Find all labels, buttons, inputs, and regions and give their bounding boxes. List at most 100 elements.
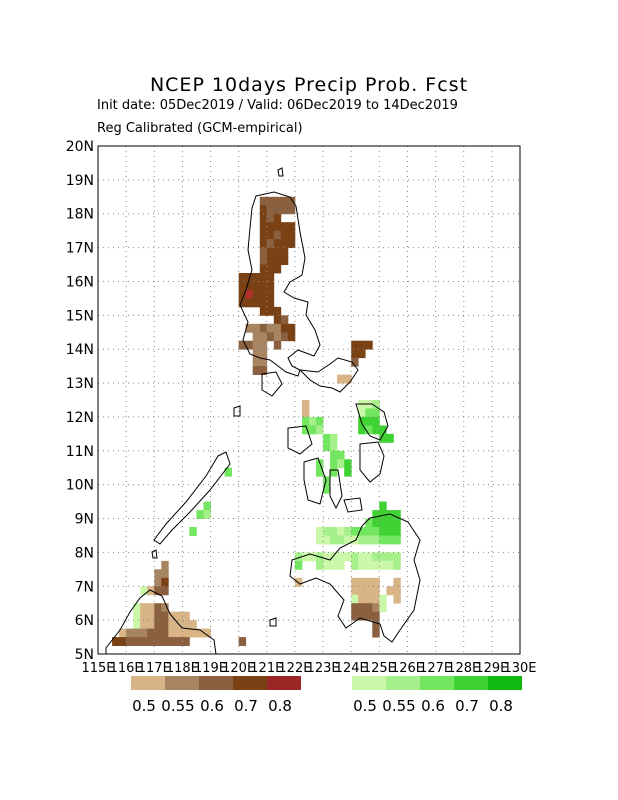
- probability-cell: [252, 357, 261, 367]
- lon-tick-label: 125E: [363, 661, 396, 676]
- probability-cell: [280, 239, 289, 248]
- legend-dry-swatch: [267, 676, 301, 690]
- probability-cell: [393, 594, 401, 604]
- probability-cell: [168, 628, 176, 638]
- probability-cell: [309, 416, 317, 426]
- probability-cell: [351, 586, 359, 596]
- probability-cell: [386, 552, 394, 562]
- legend-wet-label: 0.8: [489, 697, 513, 715]
- probability-cell: [133, 628, 141, 638]
- probability-cell: [344, 527, 352, 536]
- probability-cell: [161, 603, 169, 613]
- probability-cell: [344, 374, 352, 384]
- probability-cell: [302, 425, 310, 435]
- probability-cell: [358, 535, 366, 545]
- map-title: NCEP 10days Precip Prob. Fcst: [149, 74, 469, 96]
- legend-dry-swatch: [131, 676, 165, 690]
- probability-cell: [245, 340, 254, 350]
- probability-cell: [259, 222, 268, 232]
- probability-cell: [393, 518, 401, 528]
- probability-cell: [330, 467, 338, 477]
- probability-cell: [379, 594, 387, 604]
- probability-cell: [379, 510, 387, 519]
- probability-cell: [344, 467, 352, 477]
- probability-cell: [273, 230, 282, 240]
- probability-cell: [337, 535, 345, 545]
- lon-tick-label: 130E: [503, 661, 536, 676]
- mindoro-coast: [261, 371, 283, 397]
- probability-cell: [266, 222, 275, 232]
- lat-tick-label: 13N: [66, 376, 94, 392]
- probability-cell: [351, 552, 359, 562]
- mindanao-coast: [289, 513, 421, 643]
- probability-cell: [147, 628, 155, 638]
- probability-cell: [351, 340, 359, 350]
- probability-cell: [140, 637, 148, 646]
- probability-cell: [273, 222, 282, 232]
- lat-tick-label: 19N: [66, 173, 94, 189]
- probability-cell: [273, 340, 282, 350]
- probability-cell: [259, 205, 268, 215]
- plot-frame: [97, 145, 521, 655]
- probability-cell: [351, 611, 359, 621]
- probability-cells: [112, 196, 401, 646]
- probability-cell: [337, 560, 345, 570]
- probability-cell: [287, 323, 296, 333]
- probability-cell: [154, 577, 162, 587]
- probability-cell: [393, 560, 401, 570]
- probability-cell: [252, 366, 261, 375]
- probability-cell: [386, 586, 394, 596]
- legend-dry-label: 0.55: [161, 697, 194, 715]
- probability-cell: [316, 560, 324, 570]
- probability-cell: [302, 416, 310, 426]
- map-subtitle-method: Reg Calibrated (GCM-empirical): [97, 121, 303, 136]
- probability-cell: [323, 527, 331, 536]
- legend-dry-swatch: [199, 676, 233, 690]
- probability-cell: [358, 552, 366, 562]
- probability-cell: [238, 281, 247, 291]
- probability-cell: [252, 281, 261, 291]
- probability-cell: [259, 239, 268, 248]
- probability-cell: [372, 628, 380, 638]
- legend-wet-swatch: [488, 676, 522, 690]
- probability-cell: [372, 560, 380, 570]
- probability-cell: [379, 603, 387, 613]
- probability-cell: [358, 560, 366, 570]
- probability-cell: [372, 552, 380, 562]
- probability-cell: [351, 594, 359, 604]
- probability-cell: [372, 594, 380, 604]
- probability-cell: [273, 205, 282, 215]
- probability-cell: [365, 518, 373, 528]
- small-island-4: [269, 617, 277, 627]
- probability-cell: [266, 247, 275, 257]
- probability-cell: [196, 510, 204, 519]
- probability-cell: [358, 594, 366, 604]
- probability-cell: [393, 510, 401, 519]
- lat-tick-label: 14N: [66, 342, 94, 358]
- probability-cell: [238, 298, 247, 308]
- probability-cell: [168, 620, 176, 629]
- probability-cell: [259, 357, 268, 367]
- small-island-1: [277, 167, 284, 177]
- probability-cell: [280, 196, 289, 206]
- probability-cell: [168, 637, 176, 646]
- probability-cell: [365, 408, 373, 418]
- probability-cell: [316, 416, 324, 426]
- probability-cell: [351, 349, 359, 359]
- probability-cell: [273, 264, 282, 274]
- probability-cell: [372, 416, 380, 426]
- probability-cell: [133, 603, 141, 613]
- probability-cell: [386, 560, 394, 570]
- probability-cell: [386, 527, 394, 536]
- probability-cell: [259, 256, 268, 265]
- probability-cell: [273, 256, 282, 265]
- probability-cell: [302, 408, 310, 418]
- bohol-coast: [343, 497, 363, 513]
- legend-dry-label: 0.7: [234, 697, 258, 715]
- probability-cell: [154, 569, 162, 579]
- probability-cell: [259, 298, 268, 308]
- latitude-labels: 5N 6N 7N 8N 9N 10N 11N 12N 13N 14N 15N 16N 17N 18N 19N…: [66, 139, 94, 663]
- negros-coast: [303, 457, 327, 505]
- probability-cell: [266, 264, 275, 274]
- cebu-coast: [329, 469, 343, 510]
